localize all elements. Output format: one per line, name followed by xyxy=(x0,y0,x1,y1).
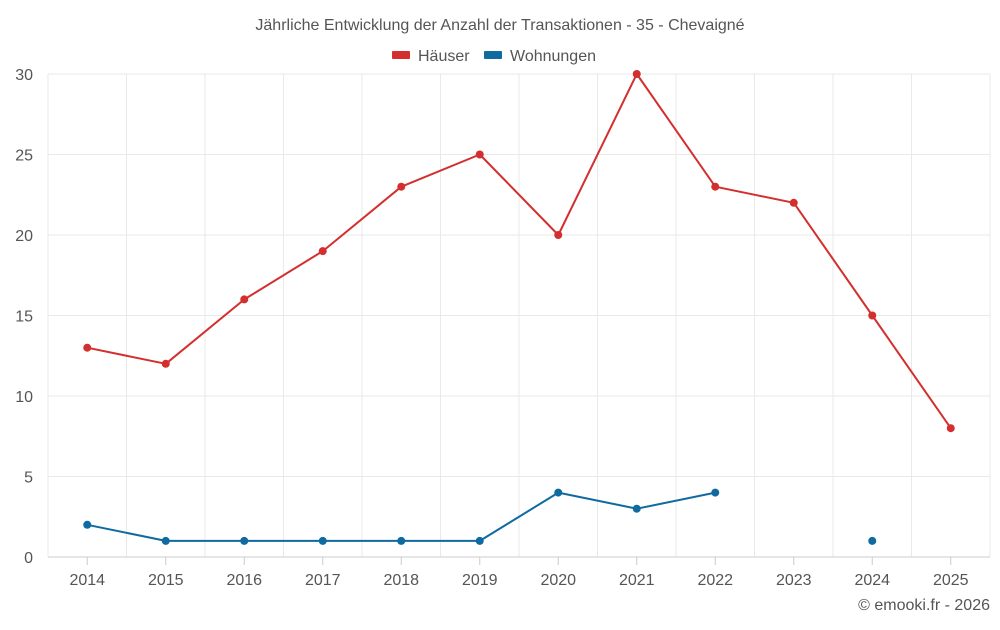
legend-label-haeuser[interactable]: Häuser xyxy=(418,48,470,65)
x-axis-ticks: 2014 2015 2016 2017 2018 2019 2020 2021 2022 2023… xyxy=(69,557,969,589)
legend: Häuser Wohnungen xyxy=(392,48,596,65)
y-tick-label: 15 xyxy=(15,309,33,326)
data-point[interactable] xyxy=(632,70,641,78)
data-point[interactable] xyxy=(83,343,92,352)
legend-swatch-haeuser xyxy=(392,51,410,59)
chart-title: Jährliche Entwicklung der Anzahl der Tra… xyxy=(255,17,744,34)
x-tick-label: 2022 xyxy=(697,572,733,589)
data-point[interactable] xyxy=(397,536,406,545)
legend-swatch-wohnungen xyxy=(484,51,502,59)
data-point[interactable] xyxy=(632,504,641,513)
x-tick-label: 2018 xyxy=(383,572,419,589)
y-tick-label: 10 xyxy=(15,389,33,406)
x-tick-label: 2017 xyxy=(305,572,341,589)
data-point[interactable] xyxy=(318,247,327,256)
series-layer xyxy=(83,70,955,545)
data-point[interactable] xyxy=(868,536,877,545)
x-tick-label: 2021 xyxy=(619,572,655,589)
y-tick-label: 5 xyxy=(24,470,33,487)
legend-label-wohnungen[interactable]: Wohnungen xyxy=(510,48,596,65)
x-tick-label: 2023 xyxy=(776,572,812,589)
data-point[interactable] xyxy=(475,150,484,159)
series-line xyxy=(87,491,716,542)
series-line xyxy=(87,73,952,429)
series-0 xyxy=(83,70,955,433)
data-point[interactable] xyxy=(240,536,249,545)
data-point[interactable] xyxy=(83,520,92,529)
x-tick-label: 2025 xyxy=(933,572,969,589)
x-tick-label: 2020 xyxy=(540,572,576,589)
x-tick-label: 2014 xyxy=(69,572,105,589)
data-point[interactable] xyxy=(711,488,720,497)
series-1 xyxy=(83,488,877,545)
data-point[interactable] xyxy=(397,182,406,191)
data-point[interactable] xyxy=(946,424,955,433)
data-point[interactable] xyxy=(161,536,170,545)
y-tick-label: 0 xyxy=(24,550,33,567)
y-tick-label: 30 xyxy=(15,67,33,84)
x-tick-label: 2016 xyxy=(226,572,262,589)
y-tick-label: 25 xyxy=(15,148,33,165)
data-point[interactable] xyxy=(554,488,563,497)
y-tick-label: 20 xyxy=(15,228,33,245)
data-point[interactable] xyxy=(318,536,327,545)
data-point[interactable] xyxy=(161,359,170,368)
y-axis-ticks: 0 5 10 15 20 25 30 xyxy=(15,67,33,567)
credit-text: © emooki.fr - 2026 xyxy=(858,597,990,614)
x-tick-label: 2019 xyxy=(462,572,498,589)
vertical-gridlines xyxy=(47,74,991,557)
x-tick-label: 2015 xyxy=(148,572,184,589)
data-point[interactable] xyxy=(240,295,249,304)
data-point[interactable] xyxy=(554,231,563,239)
data-point[interactable] xyxy=(475,536,484,545)
x-tick-label: 2024 xyxy=(854,572,890,589)
data-point[interactable] xyxy=(711,182,720,191)
data-point[interactable] xyxy=(789,198,798,207)
data-point[interactable] xyxy=(868,311,877,320)
